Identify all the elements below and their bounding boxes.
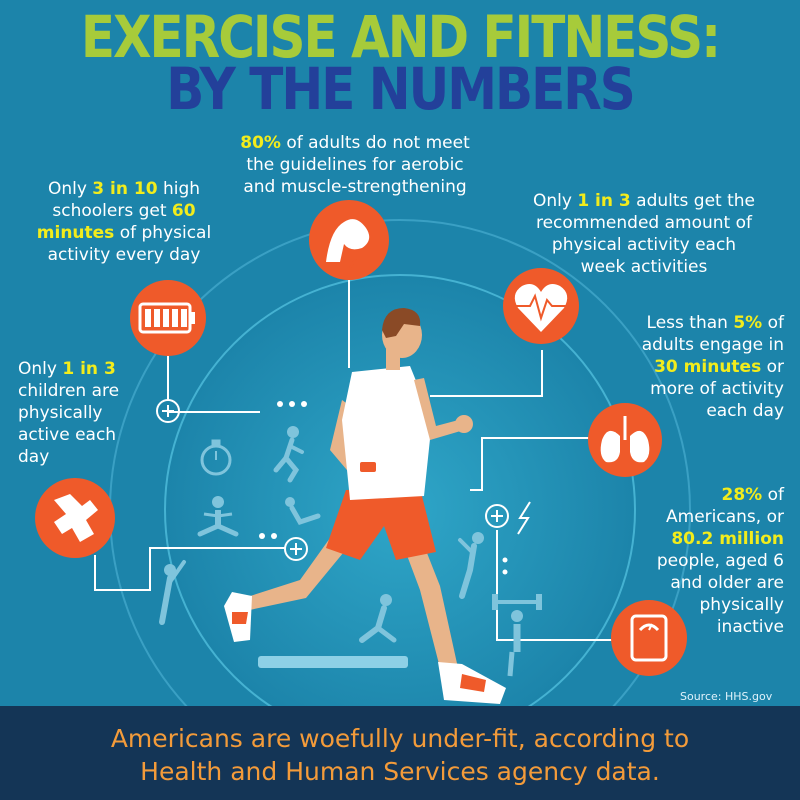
stat-text: week activities [580,257,708,277]
stat-text: of [762,485,784,505]
stat-highlight: 5% [733,313,763,333]
stat-text: Only [18,359,63,379]
exercise-figures [159,426,542,677]
stat-text: physical activity each [551,235,737,255]
stat-text: of adults do not meet [280,133,470,153]
stat-inactive: 28% of Americans, or 80.2 million people… [600,484,784,638]
lungs-icon [588,403,662,477]
stat-adults-30min: Less than 5% of adults engage in 30 minu… [600,312,784,422]
connector-lines [94,280,625,641]
stat-text: physically [699,595,784,615]
stat-adults-recommended: Only 1 in 3 adults get the recommended a… [520,190,768,278]
heart-rate-icon [503,268,579,344]
title-line-2: BY THE NUMBERS [166,56,635,123]
stat-text: children are [18,381,120,401]
footer-line-1: Americans are woefully under-fit, accord… [110,724,690,753]
stat-text: active each [18,425,117,445]
stat-highlight: 60 [171,201,196,221]
plus-node-center [284,537,308,561]
stat-text: of [762,313,784,333]
stat-text: adults get the [630,191,756,211]
stat-highlight: 1 in 3 [62,359,116,379]
lunge-figure-icon [359,594,397,643]
source-credit: Source: HHS.gov [680,690,773,703]
weightlifter-figure-icon [492,594,542,677]
runner-figure-icon [273,426,304,483]
lightning-icon [517,501,531,535]
yoga-figure-icon [197,496,239,537]
stat-text: Less than [646,313,734,333]
battery-icon [130,280,206,356]
stretch-figure-icon [159,560,186,625]
stat-text: people, aged 6 [656,551,784,571]
stat-text: inactive [716,617,784,637]
footer-line-2: Health and Human Services agency data. [140,757,660,786]
stat-text: activity every day [47,245,201,265]
stat-text: the guidelines for aerobic [246,155,464,175]
joint-icon [35,478,115,558]
stat-text: Only [532,191,578,211]
stat-highlight: 30 minutes [654,357,762,377]
stat-text: and muscle-strengthening [243,177,467,197]
stat-text: day [18,447,50,467]
stat-highlight: 80.2 million [671,529,784,549]
runner-illustration [224,308,506,704]
dot-markers [259,401,508,575]
footer-banner [0,706,800,800]
footer-text: Americans are woefully under-fit, accord… [0,722,800,788]
stat-text: and older are [670,573,784,593]
treadmill-bar [258,656,408,668]
stat-text: of physical [114,223,212,243]
stat-text: Only [47,179,93,199]
stat-text: recommended amount of [535,213,752,233]
stat-highlight: 80% [240,133,281,153]
side-stretch-figure-icon [458,532,484,599]
stat-highlight: 3 in 10 [92,179,158,199]
plus-node-left [156,399,180,423]
stat-children: Only 1 in 3 children are physically acti… [18,358,158,468]
stat-highlight: 28% [721,485,763,505]
stat-text: adults engage in [641,335,784,355]
stat-text: physically [18,403,103,423]
plus-node-right [485,504,509,528]
stat-high-schoolers: Only 3 in 10 high schoolers get 60 minut… [18,178,230,266]
stat-text: or [761,357,784,377]
flexed-arm-icon [309,200,389,280]
stopwatch-icon [200,439,232,476]
stat-text: schoolers get [52,201,172,221]
stat-text: high [157,179,201,199]
scale-icon [611,600,687,676]
stat-highlight: minutes [36,223,115,243]
stat-text: each day [706,401,784,421]
title-line-1: EXERCISE AND FITNESS: [80,4,721,71]
stat-highlight: 1 in 3 [577,191,631,211]
situp-figure-icon [285,497,321,526]
stat-adults-guidelines: 80% of adults do not meet the guidelines… [230,132,480,198]
stat-text: Americans, or [666,507,784,527]
stat-text: more of activity [650,379,784,399]
